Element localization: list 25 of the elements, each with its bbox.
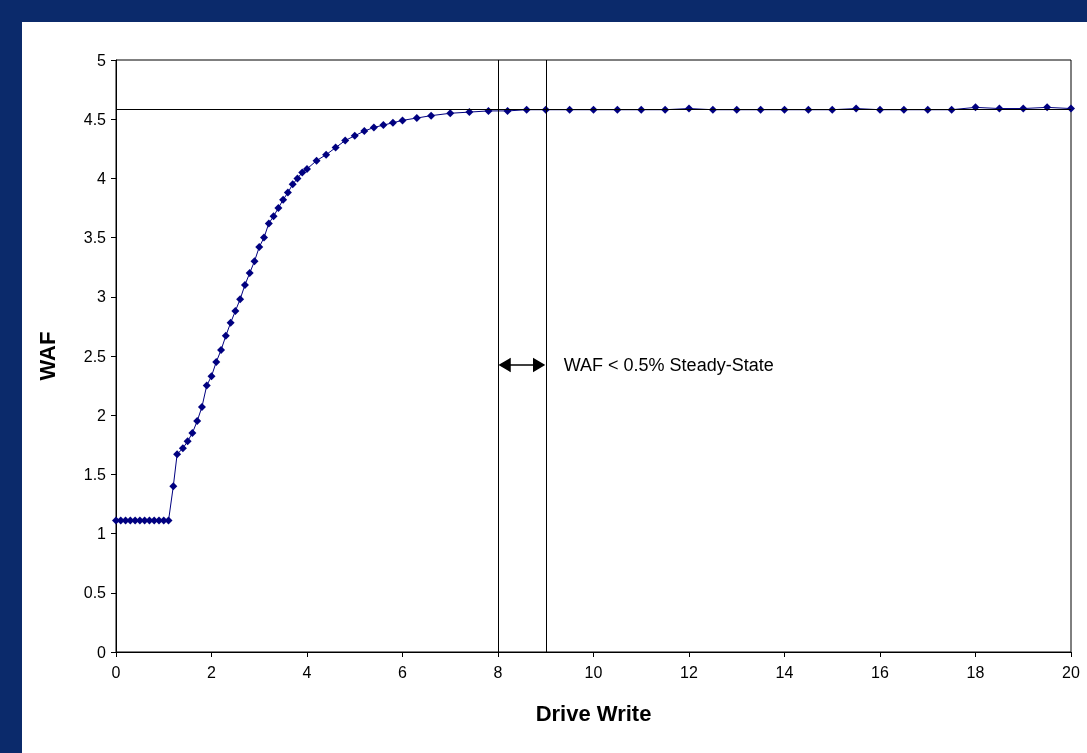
x-tick-label: 10 <box>584 663 603 681</box>
x-axis-title: Drive Write <box>535 700 652 726</box>
y-tick-label: 4 <box>97 169 107 187</box>
x-tick-label: 6 <box>398 663 408 681</box>
y-tick-label: 2 <box>97 406 107 424</box>
y-tick-label: 4.5 <box>83 110 107 128</box>
y-tick-label: 3 <box>97 288 107 306</box>
x-tick-label: 18 <box>966 663 985 681</box>
annotation: WAF < 0.5% Steady-State <box>563 355 774 376</box>
y-tick-label: 1.5 <box>83 465 107 483</box>
y-tick-label: 0 <box>97 643 107 661</box>
x-tick-label: 16 <box>871 663 889 681</box>
x-tick-label: 14 <box>775 663 794 681</box>
y-tick-label: 2.5 <box>83 347 107 365</box>
x-tick-label: 8 <box>493 663 503 681</box>
y-tick-label: 5 <box>97 51 107 69</box>
y-tick-label: 1 <box>97 525 107 543</box>
x-tick-label: 0 <box>111 663 121 681</box>
x-tick-label: 20 <box>1062 663 1080 681</box>
x-tick-label: 12 <box>680 663 698 681</box>
y-tick-label: 3.5 <box>83 229 107 247</box>
y-tick-label: 0.5 <box>83 584 107 602</box>
y-axis-title: WAF <box>34 331 60 381</box>
x-tick-label: 4 <box>302 663 312 681</box>
x-tick-label: 2 <box>207 663 217 681</box>
